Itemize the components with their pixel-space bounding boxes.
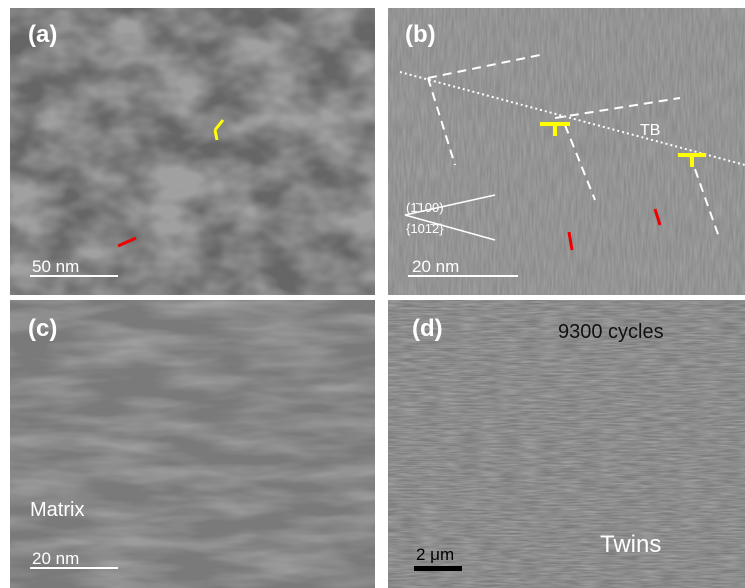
image-texture [10,8,375,295]
scale-label: 20 nm [412,257,459,276]
scale-bar [414,566,462,571]
annotation: Matrix [30,499,84,521]
scale-label: 2 μm [416,545,454,564]
image-texture [10,300,375,588]
panel-label: (b) [405,21,436,48]
annotation: (1̄100) [406,200,444,215]
image-texture [388,8,745,295]
annotation: Twins [600,531,661,558]
annotation: {101̄2} [406,221,444,236]
figure: (a) 50 nm (b) TB (1̄100) {101̄2} 20 nm (… [0,0,745,588]
annotation: TB [640,122,660,139]
panel-label: (d) [412,315,443,342]
annotation: 9300 cycles [558,321,664,343]
scale-label: 20 nm [32,549,79,568]
panel-c: (c) Matrix 20 nm [10,300,375,588]
panel-d: (d) 9300 cycles Twins 2 μm [388,300,745,588]
panel-a: (a) 50 nm [10,8,375,295]
panel-b: (b) TB (1̄100) {101̄2} 20 nm [388,8,745,295]
panel-label: (a) [28,21,57,48]
panel-label: (c) [28,315,57,342]
scale-label: 50 nm [32,257,79,276]
